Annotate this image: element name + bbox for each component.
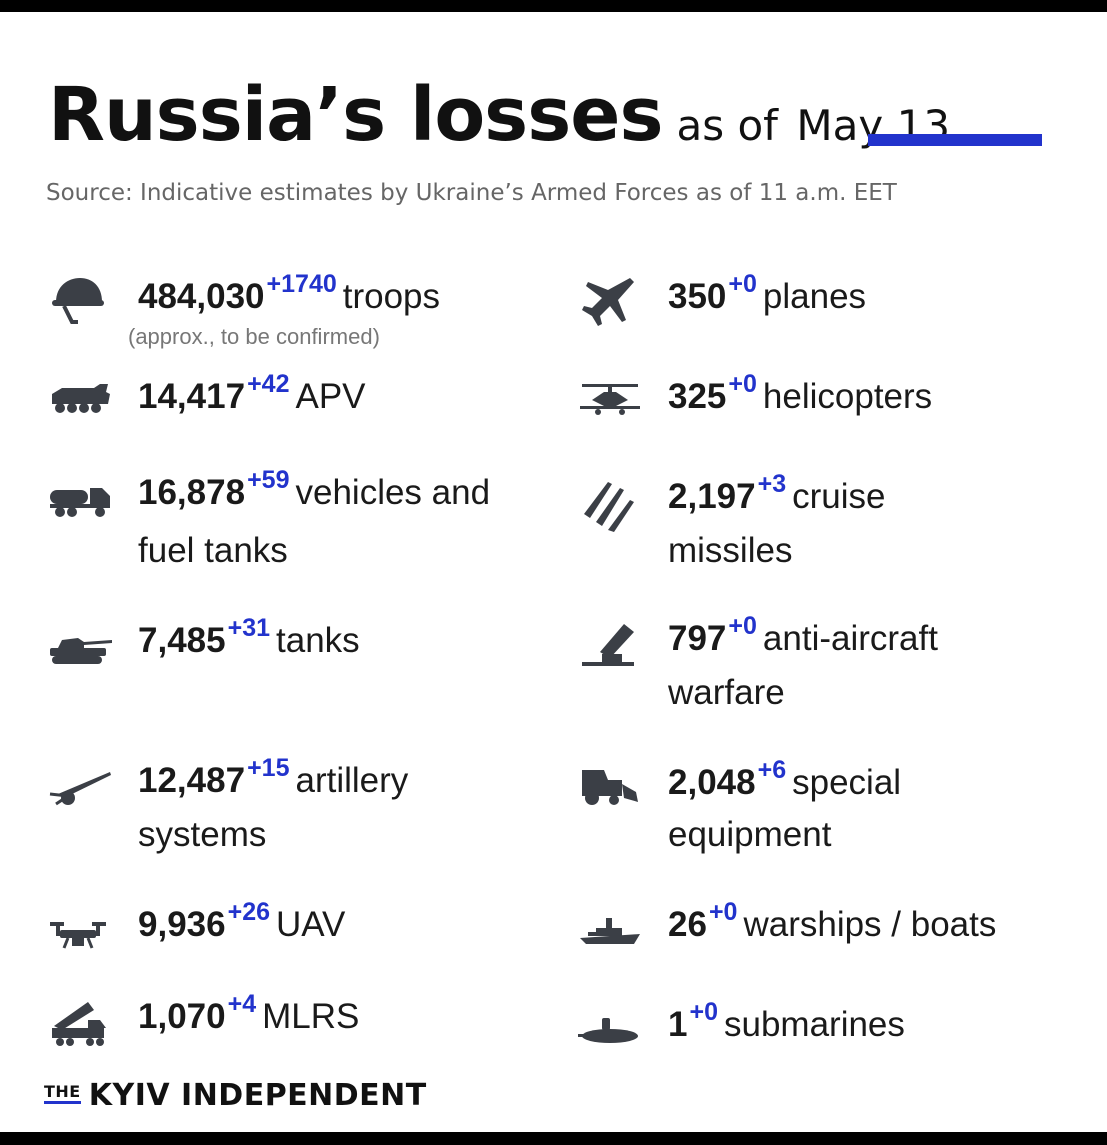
infographic-card: Russia’s losses as of May 13 Source: Indi… [0,12,1107,1132]
label: artillery [295,761,409,800]
label: planes [762,277,867,316]
delta: +26 [227,898,271,926]
brand-the: THE [44,1082,81,1104]
count: 14,417 [138,377,246,416]
delta: +1740 [266,270,337,298]
count: 484,030 [138,277,265,316]
label: helicopters [762,377,933,416]
delta: +31 [227,614,271,642]
count: 2,048 [668,763,756,802]
delta: +0 [708,898,738,926]
mlrs-icon [48,994,112,1054]
label-line2: systems [138,815,267,854]
count: 325 [668,377,727,416]
drone-icon [48,902,112,962]
helicopter-icon [578,370,642,430]
delta: +42 [247,370,290,398]
delta: +6 [757,756,787,784]
delta: +59 [247,466,290,494]
label: submarines [723,1005,905,1044]
delta: +4 [227,990,257,1018]
label: warships / boats [743,905,997,944]
special-equipment-icon [578,758,642,818]
label-line2: fuel tanks [138,531,288,570]
title-sub: as of [676,101,778,150]
label: UAV [276,905,346,944]
anti-aircraft-icon [578,618,642,678]
count: 2,197 [668,477,756,516]
delta: +0 [689,998,718,1026]
count: 12,487 [138,761,246,800]
title-main: Russia’s losses [48,72,664,158]
brand-name: KYIV INDEPENDENT [88,1078,427,1113]
label: MLRS [262,997,360,1036]
warship-icon [578,904,642,964]
missile-icon [578,474,642,534]
delta: +0 [728,612,757,640]
fuel-truck-icon [48,470,112,530]
count: 350 [668,277,727,316]
tank-icon [48,618,112,678]
count: 9,936 [138,905,226,944]
delta: +15 [247,754,290,782]
date-underline [868,134,1042,146]
count: 797 [668,619,727,658]
label: tanks [276,621,360,660]
count: 1 [668,1005,688,1044]
label: vehicles and [295,473,491,512]
brand-logo: THE KYIV INDEPENDENT [44,1078,427,1113]
count: 16,878 [138,473,246,512]
label-line2: missiles [668,531,793,570]
label: APV [295,377,366,416]
plane-icon [578,272,642,332]
troops-note: (approx., to be confirmed) [128,324,380,349]
label: special [792,763,902,802]
label: troops [342,277,441,316]
count: 7,485 [138,621,226,660]
page-title: Russia’s losses as of May 13 [48,72,950,158]
source-note: Source: Indicative estimates by Ukraine’… [46,180,897,206]
apv-icon [48,370,112,430]
count: 1,070 [138,997,226,1036]
helmet-icon [48,272,112,332]
delta: +3 [757,470,787,498]
delta: +0 [728,270,757,298]
delta: +0 [728,370,757,398]
submarine-icon [578,1004,642,1064]
label: anti-aircraft [762,619,938,658]
artillery-icon [48,758,112,818]
label-line2: equipment [668,815,832,854]
count: 26 [668,905,707,944]
label: cruise [792,477,886,516]
label-line2: warfare [668,673,785,712]
